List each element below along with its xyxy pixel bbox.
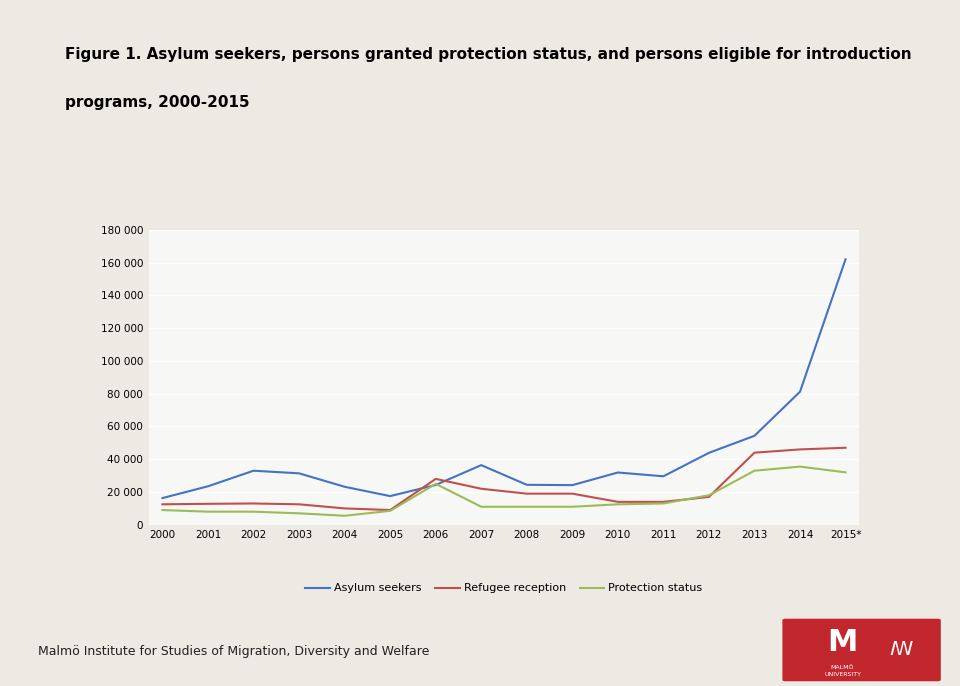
Text: Figure 1. Asylum seekers, persons granted protection status, and persons eligibl: Figure 1. Asylum seekers, persons grante… [65,47,912,62]
Text: MALMÖ
UNIVERSITY: MALMÖ UNIVERSITY [824,665,861,676]
FancyBboxPatch shape [782,619,941,681]
Text: M: M [828,628,858,657]
Legend: Asylum seekers, Refugee reception, Protection status: Asylum seekers, Refugee reception, Prote… [300,579,708,598]
Text: Malmö Institute for Studies of Migration, Diversity and Welfare: Malmö Institute for Studies of Migration… [38,645,430,658]
Text: programs, 2000-2015: programs, 2000-2015 [65,95,250,110]
Text: ꟿ: ꟿ [890,641,913,659]
